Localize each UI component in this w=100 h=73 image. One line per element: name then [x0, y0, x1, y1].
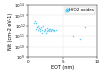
Point — [53, 31, 54, 32]
Point — [38, 28, 40, 29]
Point — [55, 29, 56, 31]
Point — [50, 29, 52, 31]
Point — [36, 26, 38, 27]
X-axis label: EOT (nm): EOT (nm) — [51, 65, 74, 70]
Point — [42, 26, 44, 27]
Point — [46, 28, 47, 29]
Y-axis label: Nit (cm-2 eV-1): Nit (cm-2 eV-1) — [8, 12, 13, 50]
Point — [47, 29, 49, 31]
Point — [37, 29, 38, 31]
Point — [44, 29, 46, 31]
Point — [44, 28, 45, 30]
Point — [53, 29, 55, 31]
Point — [84, 26, 85, 27]
Point — [36, 22, 37, 23]
Point — [35, 28, 36, 30]
Point — [40, 27, 42, 28]
Point — [33, 22, 34, 23]
Point — [39, 31, 40, 32]
Point — [34, 20, 36, 21]
Point — [49, 31, 50, 32]
Point — [46, 31, 48, 32]
Legend: HfO2 oxides: HfO2 oxides — [65, 7, 95, 14]
Point — [41, 29, 43, 31]
Point — [48, 28, 50, 30]
Point — [72, 36, 74, 37]
Point — [51, 31, 52, 32]
Point — [79, 39, 81, 40]
Point — [45, 32, 47, 34]
Point — [38, 25, 39, 26]
Point — [49, 28, 51, 30]
Point — [52, 29, 54, 31]
Point — [40, 28, 41, 30]
Point — [42, 32, 43, 34]
Point — [51, 28, 53, 30]
Point — [43, 31, 45, 32]
